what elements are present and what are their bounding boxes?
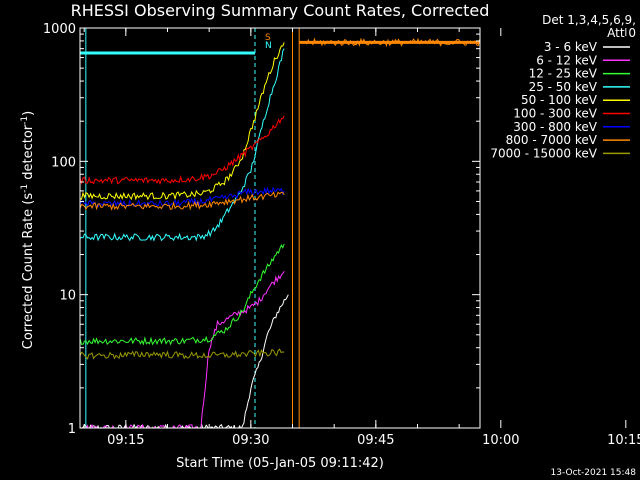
y-axis-label-sup2: -1 (20, 116, 30, 125)
y-axis-label-end: ) (21, 111, 36, 116)
chart-title: RHESSI Observing Summary Count Rates, Co… (71, 1, 490, 20)
series-1 (86, 270, 285, 428)
plot-area (80, 28, 480, 428)
legend-header-attenuator: Att 0 (607, 26, 636, 40)
series-5-segment-0 (80, 115, 285, 185)
plot-frame (79, 27, 481, 429)
series-3 (80, 48, 285, 242)
x-tick-label-3: 10:00 (482, 433, 519, 448)
flag-label-1: N (265, 41, 272, 51)
series-8-segment-0 (80, 348, 285, 360)
legend-label-5: 100 - 300 keV (513, 107, 597, 121)
series-3-segment-0 (80, 48, 285, 242)
series-8 (80, 348, 285, 360)
series-4-segment-0 (80, 42, 285, 201)
axes: 110100100009:1509:3009:4510:0010:1510:30… (43, 22, 640, 448)
x-tick-label-0: 09:15 (107, 433, 144, 448)
series-1-segment-0 (86, 270, 285, 428)
x-axis-label: Start Time (05-Jan-05 09:11:42) (176, 456, 384, 471)
series-7-segment-0 (80, 191, 285, 211)
y-tick-label-2: 100 (51, 155, 76, 170)
y-axis-label-main: Corrected Count Rate (s (21, 193, 36, 350)
y-tick-label-0: 1 (68, 422, 76, 437)
y-tick-label-1: 10 (59, 289, 76, 304)
y-axis-label-mid: detector (21, 124, 36, 184)
x-tick-label-4: 10:15 (607, 433, 640, 448)
legend-label-0: 3 - 6 keV (544, 40, 598, 54)
flag-label-0: S (265, 33, 271, 43)
flag-labels: SN (265, 33, 272, 51)
plot-content (80, 28, 480, 428)
series-2 (80, 243, 285, 346)
series-2-segment-0 (80, 243, 285, 346)
series-5 (80, 115, 285, 185)
legend-label-8: 7000 - 15000 keV (490, 146, 597, 160)
legend-label-1: 6 - 12 keV (536, 53, 598, 67)
x-tick-label-2: 09:45 (357, 433, 394, 448)
legend-label-4: 50 - 100 keV (521, 93, 598, 107)
series-0 (80, 294, 289, 428)
series-7-segment-1 (300, 37, 480, 48)
footer-date: 13-Oct-2021 15:48 (551, 468, 637, 478)
y-axis-label-sup1: -1 (20, 184, 30, 193)
y-tick-label-3: 1000 (43, 22, 76, 37)
legend-label-6: 300 - 800 keV (513, 120, 597, 134)
legend-header-detectors: Det 1,3,4,5,6,9, (542, 13, 636, 27)
legend-label-2: 12 - 25 keV (529, 67, 598, 81)
legend-label-3: 25 - 50 keV (529, 80, 598, 94)
series-7 (80, 37, 480, 211)
y-axis-label: Corrected Count Rate (s-1 detector-1) (20, 111, 36, 349)
x-tick-label-1: 09:30 (232, 433, 269, 448)
series-0-segment-0 (80, 294, 289, 428)
legend-label-7: 800 - 7000 keV (506, 133, 598, 147)
series-4 (80, 42, 285, 201)
